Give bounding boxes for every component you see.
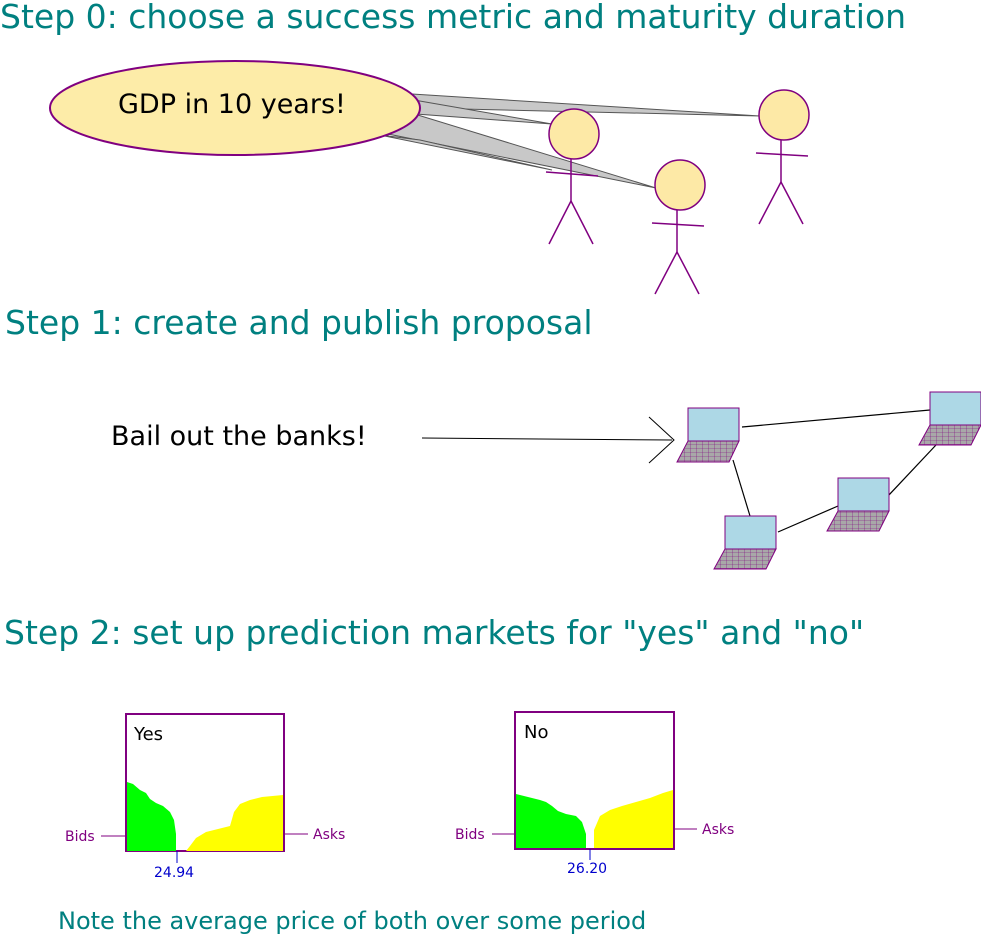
market-yes-asks-label: Asks	[313, 827, 346, 843]
network-links	[732, 409, 937, 533]
market-no-price: 26.20	[567, 861, 608, 877]
market-no-asks-label: Asks	[702, 822, 735, 838]
asks-area	[594, 790, 673, 848]
bubble-tails	[379, 93, 761, 189]
note-text: Note the average price of both over some…	[58, 907, 647, 935]
market-yes-chart	[101, 713, 308, 863]
market-yes-price: 24.94	[154, 865, 195, 881]
stick-figure-icon	[545, 108, 600, 245]
market-yes-bids-label: Bids	[65, 829, 95, 845]
asks-area	[186, 795, 283, 851]
speech-bubble	[49, 60, 421, 156]
market-yes-title: Yes	[134, 724, 164, 745]
metric-bubble-text: GDP in 10 years!	[118, 89, 346, 120]
laptop-icon	[826, 477, 890, 532]
stick-figure-icon	[651, 159, 706, 295]
bids-area	[127, 782, 176, 851]
market-no-chart	[492, 711, 697, 860]
stick-figure-icon	[755, 89, 810, 225]
publish-arrow	[421, 416, 675, 464]
market-no-bids-label: Bids	[455, 827, 485, 843]
laptop-icon	[918, 391, 981, 446]
step-2-title: Step 2: set up prediction markets for "y…	[4, 613, 865, 652]
laptop-icon	[713, 515, 777, 570]
step-1-title: Step 1: create and publish proposal	[5, 303, 593, 342]
bids-area	[516, 794, 586, 848]
proposal-text: Bail out the banks!	[111, 421, 367, 452]
market-no-title: No	[524, 722, 549, 743]
step-0-title: Step 0: choose a success metric and matu…	[0, 0, 907, 36]
laptop-icon	[676, 407, 740, 463]
